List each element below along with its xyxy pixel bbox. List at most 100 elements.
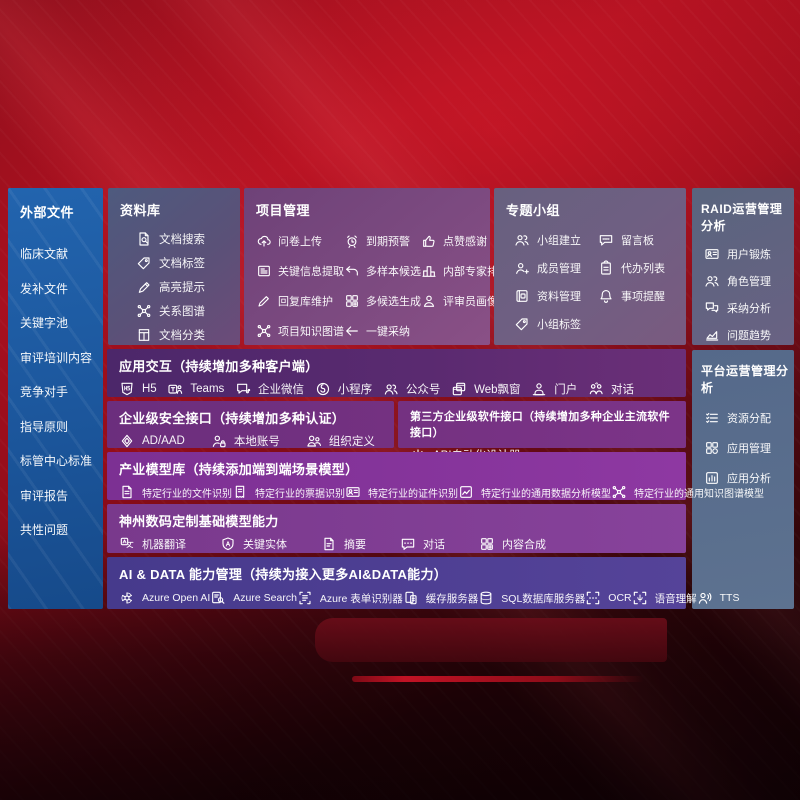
feature-item: 语音理解 <box>632 590 697 606</box>
feature-label: 关系图谱 <box>159 306 205 318</box>
person-lock-icon <box>211 433 227 449</box>
feature-item: 一键采纳 <box>344 323 421 339</box>
feature-label: 小组标签 <box>537 319 581 331</box>
feature-label: 高亮提示 <box>159 282 205 294</box>
feature-label: 机器翻译 <box>142 539 186 551</box>
feature-item: 特定行业的证件识别 <box>345 484 458 500</box>
shield-icon <box>119 433 135 449</box>
feature-label: H5 <box>142 383 157 395</box>
feature-label: 特定行业的通用知识图谱模型 <box>634 488 764 500</box>
ai-data-capability-band: AI & DATA 能力管理（持续为接入更多AI&DATA能力） Azure O… <box>107 557 739 609</box>
feature-label: 资源分配 <box>727 413 771 425</box>
alarm-icon <box>344 233 360 249</box>
cloud-upload-icon <box>256 233 272 249</box>
feature-item: Azure Open AI <box>119 590 210 606</box>
feature-label: Web飘窗 <box>474 384 521 396</box>
grid-gen-icon <box>344 293 360 309</box>
feature-item: 特定行业的文件识别 <box>119 484 232 500</box>
sidebar-item: 标管中心标准 <box>20 452 97 469</box>
external-files-panel: 外部文件 临床文献 发补文件 关键字池 审评培训内容 竞争对手 指导原则 标管中心标准 审评报… <box>8 188 103 609</box>
feature-item: 多候选生成 <box>344 293 421 309</box>
feature-list: 文档搜索文档标签高亮提示关系图谱文档分类 <box>136 231 232 343</box>
feature-item: 文档搜索 <box>136 231 232 247</box>
report-icon <box>704 470 720 486</box>
feature-list: 资源分配 应用管理 应用分析 <box>704 410 790 486</box>
sidebar-item-label: 审评报告 <box>20 488 69 503</box>
feature-item: 问题趋势 <box>704 327 790 343</box>
feature-label: 角色管理 <box>727 276 771 288</box>
feature-label: 小组建立 <box>537 235 581 247</box>
feature-item: TTS <box>697 590 739 606</box>
graph-icon <box>136 303 152 319</box>
feature-item: 成员管理 <box>514 260 598 276</box>
feature-item: 留言板 <box>598 232 678 248</box>
pen-icon <box>256 293 272 309</box>
sidebar-item-label: 发补文件 <box>20 281 69 296</box>
feature-item: 特定行业的票据识别 <box>232 484 345 500</box>
feature-list: Azure Open AI Azure Search Azure 表单识别器 缓存服务… <box>119 590 739 606</box>
doc-search-icon <box>136 231 152 247</box>
feature-label: 文档分类 <box>159 330 205 342</box>
app-grid-icon <box>704 440 720 456</box>
special-group-panel: 专题小组 小组建立 留言板 成员管理 代办列表 资料管理 事项提醒 小组标签 <box>494 188 686 345</box>
sidebar-item: 指导原则 <box>20 418 97 435</box>
doc-category-icon <box>136 327 152 343</box>
raid-operations-panel: RAID运营管理分析 用户锻炼 角色管理 采纳分析 问题趋势 <box>692 188 794 345</box>
feature-item: 小组建立 <box>514 232 598 248</box>
undo-arrow-icon <box>344 263 360 279</box>
feature-item: 用户锻炼 <box>704 246 790 262</box>
org-icon <box>306 433 322 449</box>
podium-icon <box>421 263 437 279</box>
sidebar-item-label: 审评培训内容 <box>20 350 93 365</box>
feature-label: 内容合成 <box>502 539 546 551</box>
feature-label: 一键采纳 <box>366 326 410 338</box>
band-title: 应用交互（持续增加多种客户端） <box>119 359 319 374</box>
panel-title: 项目管理 <box>256 203 311 218</box>
sidebar-item: 发补文件 <box>20 280 97 297</box>
feature-item: 关键信息提取 <box>256 263 344 279</box>
checklist-icon <box>704 410 720 426</box>
feature-item: 特定行业的通用知识图谱模型 <box>611 484 764 500</box>
feature-label: 代办列表 <box>621 263 665 275</box>
feature-label: 关键实体 <box>243 539 287 551</box>
sidebar-item-label: 指导原则 <box>20 419 69 434</box>
feature-item: 资源分配 <box>704 410 790 426</box>
panel-title: RAID运营管理分析 <box>701 202 783 233</box>
receipt-icon <box>232 484 248 500</box>
feature-label: 组织定义 <box>328 436 375 448</box>
feature-item: 机器翻译 <box>119 536 186 552</box>
feature-item: Web飘窗 <box>451 381 521 397</box>
chat-qa-icon <box>704 300 720 316</box>
highlight-icon <box>136 279 152 295</box>
band-title: 第三方企业级软件接口（持续增加多种企业主流软件接口） <box>410 411 670 439</box>
feature-item: 关键实体 <box>220 536 287 552</box>
dialog-icon <box>588 381 604 397</box>
sidebar-item: 关键字池 <box>20 314 97 331</box>
form-icon <box>297 590 313 606</box>
feature-label: Azure Search <box>233 592 297 604</box>
feature-item: 文档标签 <box>136 255 232 271</box>
wecom-icon <box>235 381 251 397</box>
feature-list: AD/AAD 本地账号 组织定义 <box>119 433 382 449</box>
enterprise-security-band: 企业级安全接口（持续增加多种认证） AD/AAD 本地账号 组织定义 <box>107 401 394 448</box>
feature-item: Azure Search <box>210 590 297 606</box>
feature-list: 用户锻炼 角色管理 采纳分析 问题趋势 <box>704 246 790 343</box>
clipboard-icon <box>598 260 614 276</box>
feature-item: 摘要 <box>321 536 366 552</box>
translate-icon <box>119 536 135 552</box>
band-title: 企业级安全接口（持续增加多种认证） <box>119 411 346 426</box>
feature-label: 留言板 <box>621 235 654 247</box>
id-card-icon <box>345 484 361 500</box>
sidebar-item-label: 竞争对手 <box>20 385 69 399</box>
tag-icon <box>136 255 152 271</box>
trend-icon <box>704 327 720 343</box>
sidebar-item: 审评报告 <box>20 487 97 504</box>
feature-item: 对话 <box>588 381 634 397</box>
feature-label: 文档搜索 <box>159 234 205 246</box>
feature-label: 事项提醒 <box>621 291 665 303</box>
feature-item: 点赞感谢 <box>421 233 509 249</box>
shield-a-icon <box>220 536 236 552</box>
feature-label: 文档标签 <box>159 258 205 270</box>
feature-item: 对话 <box>400 536 445 552</box>
